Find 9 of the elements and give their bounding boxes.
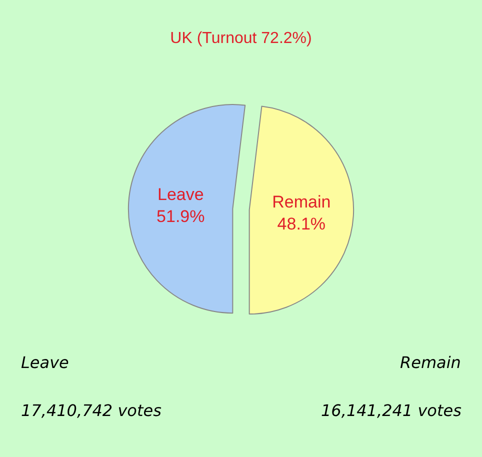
text: Leave [21, 353, 70, 372]
text: 16,141,241 votes [321, 401, 462, 420]
slice-label: Leave [157, 185, 204, 204]
chart-title: UK (Turnout 72.2%) [170, 30, 312, 48]
text: Remain [400, 353, 461, 372]
data-label: 48.1% [277, 214, 326, 234]
text: 17,410,742 votes [21, 401, 162, 420]
data-label: 51.9% [156, 207, 205, 226]
slice-label: Remain [272, 192, 331, 212]
